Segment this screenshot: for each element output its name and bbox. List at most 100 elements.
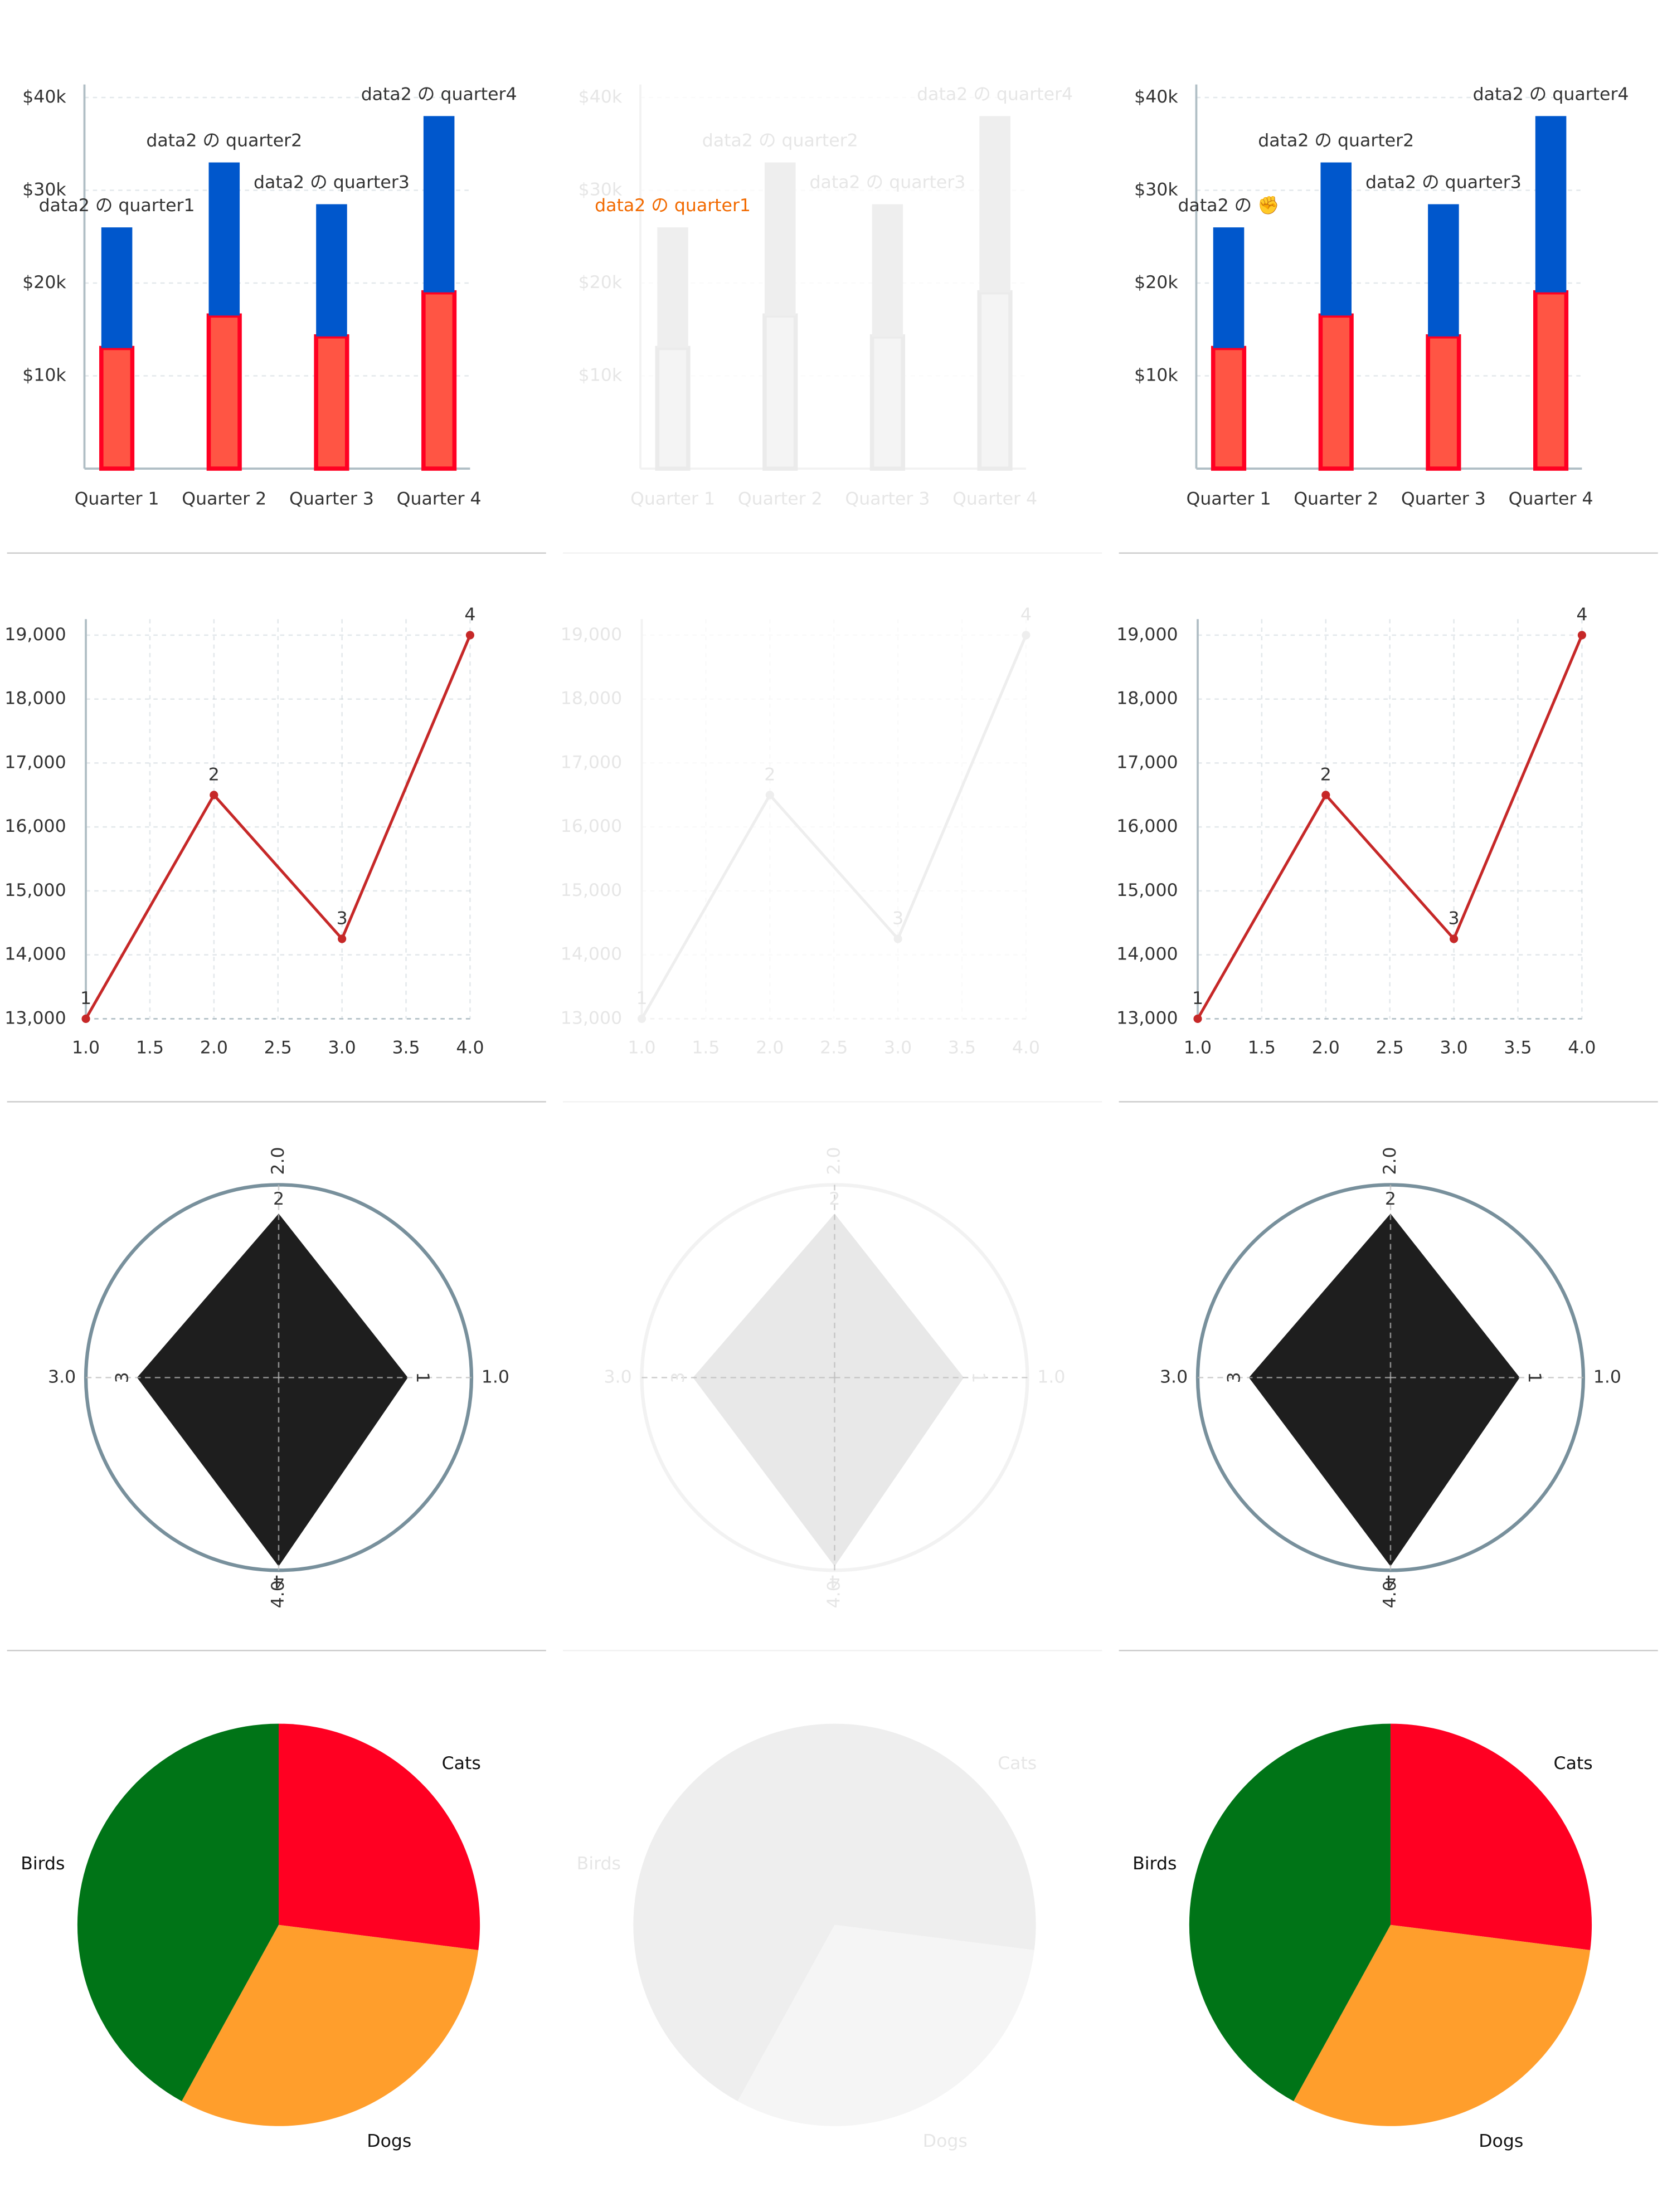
line <box>640 634 1028 1020</box>
x-tick-label: 2.0 <box>756 1037 784 1058</box>
pie-slice <box>737 1924 1034 2126</box>
chart-panel: 1.0 2.0 3.0 4.0 1 2 3 4 <box>563 1147 1102 1651</box>
x-tick-label: Quarter 1 <box>75 489 159 509</box>
point-label: 1 <box>80 988 91 1008</box>
x-tick-label: 1.0 <box>72 1037 100 1058</box>
slice-label: Birds <box>577 1854 621 1874</box>
x-tick-label: Quarter 1 <box>1187 489 1271 509</box>
x-tick-label: Quarter 2 <box>182 489 266 509</box>
y-tick-label: 14,000 <box>4 944 66 964</box>
angular-tick-label: 2.0 <box>268 1147 288 1175</box>
annotation: data2 の quarter1 <box>39 196 195 216</box>
bar <box>979 116 1010 293</box>
bar <box>872 204 903 337</box>
y-tick-label: 15,000 <box>1116 880 1178 900</box>
chart-panel: $10k $20k $30k $40k Quarter 1 data2 の ✊ Quarte… <box>1119 84 1658 554</box>
x-tick-label: 3.5 <box>948 1037 976 1058</box>
bar <box>1428 204 1459 337</box>
angular-tick-label: 4.0 <box>268 1580 288 1608</box>
bar <box>99 345 135 471</box>
y-tick-label: 17,000 <box>1116 752 1178 772</box>
bar <box>423 116 455 293</box>
bar <box>1213 227 1245 348</box>
angular-tick-label: 3.0 <box>604 1367 632 1387</box>
point-label: 4 <box>829 1571 840 1591</box>
x-tick-label: 1.5 <box>136 1037 164 1058</box>
annotation: data2 の quarter4 <box>361 84 517 104</box>
angular-tick-label: 3.0 <box>48 1367 76 1387</box>
x-tick-label: 3.5 <box>1504 1037 1532 1058</box>
x-tick-label: Quarter 3 <box>289 489 374 509</box>
chart-panel: Cats Dogs Birds <box>1133 1723 1593 2151</box>
point-label: 1 <box>636 988 647 1008</box>
y-tick-label: 13,000 <box>4 1008 66 1028</box>
y-tick-label: $40k <box>22 87 66 107</box>
y-tick-label: 19,000 <box>4 625 66 645</box>
chart-panel: 13,000 14,000 15,000 16,000 17,000 18,000 19,0… <box>561 605 1102 1103</box>
bar <box>869 334 905 471</box>
angular-tick-label: 1.0 <box>482 1367 509 1387</box>
annotation: data2 の quarter3 <box>1365 173 1522 193</box>
y-tick-label: $40k <box>579 87 623 107</box>
annotation: data2 の quarter2 <box>702 131 858 151</box>
bar <box>977 290 1013 471</box>
bar <box>206 313 242 471</box>
x-tick-label: 3.0 <box>884 1037 912 1058</box>
radar-area <box>1248 1214 1520 1567</box>
x-tick-label: 4.0 <box>456 1037 484 1058</box>
y-tick-label: $40k <box>1134 87 1178 107</box>
point <box>338 934 347 943</box>
bar <box>1211 345 1247 471</box>
chart-panel: Cats Dogs Birds <box>21 1723 481 2151</box>
chart-panel: 13,000 14,000 15,000 16,000 17,000 18,000 19,0… <box>1116 605 1658 1103</box>
slice-label: Cats <box>1554 1753 1593 1774</box>
chart-panel: 1.0 2.0 3.0 4.0 1 2 3 4 <box>7 1147 546 1651</box>
slice-label: Dogs <box>1479 2131 1523 2151</box>
y-tick-label: $30k <box>22 179 66 199</box>
bar <box>764 162 796 316</box>
bar <box>421 290 457 471</box>
x-tick-label: Quarter 1 <box>630 489 715 509</box>
point-label: 4 <box>464 605 475 625</box>
point-label: 3 <box>892 909 903 929</box>
point <box>81 1014 90 1024</box>
annotation: data2 の quarter3 <box>254 173 410 193</box>
radar-area <box>137 1214 408 1567</box>
point <box>210 791 218 800</box>
chart-panel: 1.0 2.0 3.0 4.0 1 2 3 4 <box>1119 1147 1658 1651</box>
y-tick-label: 17,000 <box>561 752 622 772</box>
y-tick-label: 16,000 <box>1116 816 1178 836</box>
point-label: 2 <box>208 764 220 785</box>
point-label: 2 <box>1320 764 1331 785</box>
bar <box>1533 290 1569 471</box>
line <box>1196 634 1583 1020</box>
pie-slice <box>834 1723 1036 1950</box>
point <box>1022 631 1031 640</box>
x-tick-label: Quarter 3 <box>1401 489 1486 509</box>
y-tick-label: $30k <box>1134 179 1178 199</box>
annotation: data2 の quarter1 <box>595 196 751 216</box>
x-tick-label: 2.5 <box>820 1037 848 1058</box>
bar <box>101 227 133 348</box>
line <box>84 634 472 1020</box>
y-tick-label: $10k <box>579 366 623 386</box>
point-label: 2 <box>1385 1189 1396 1209</box>
bar <box>1535 116 1567 293</box>
x-tick-label: 3.0 <box>1440 1037 1468 1058</box>
x-tick-label: Quarter 4 <box>952 489 1037 509</box>
point <box>1577 631 1586 640</box>
y-tick-label: $10k <box>1134 366 1178 386</box>
y-tick-label: 16,000 <box>4 816 66 836</box>
y-tick-label: 18,000 <box>4 689 66 709</box>
point-label: 4 <box>1576 605 1587 625</box>
x-tick-label: 2.5 <box>264 1037 292 1058</box>
bar <box>1426 334 1461 471</box>
x-tick-label: 2.5 <box>1376 1037 1404 1058</box>
pie-slice <box>279 1723 480 1950</box>
bar <box>762 313 798 471</box>
chart-panel: 13,000 14,000 15,000 16,000 17,000 18,000 19,0… <box>4 605 546 1103</box>
slice-label: Birds <box>1133 1854 1177 1874</box>
radar-area <box>693 1214 964 1567</box>
y-tick-label: 15,000 <box>561 880 622 900</box>
y-tick-label: 13,000 <box>1116 1008 1178 1028</box>
